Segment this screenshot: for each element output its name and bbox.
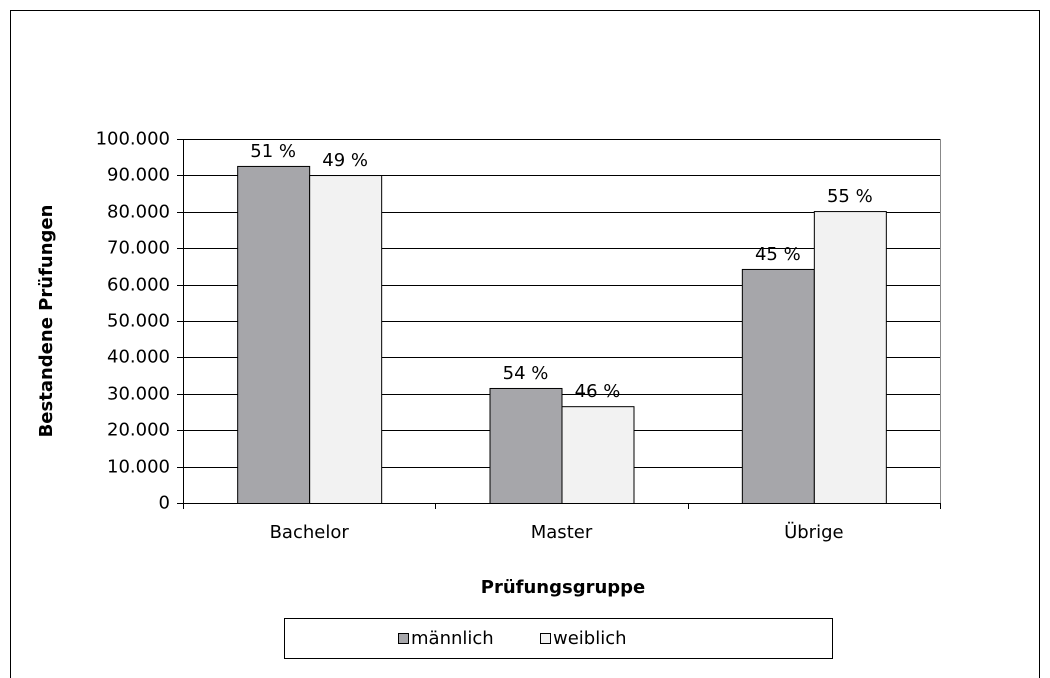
data-label: 51 % bbox=[250, 141, 296, 162]
y-tick-label: 60.000 bbox=[107, 275, 170, 296]
bar bbox=[813, 211, 887, 505]
data-label: 49 % bbox=[322, 150, 368, 171]
y-tick-label: 20.000 bbox=[107, 420, 170, 441]
x-tick-label: Übrige bbox=[784, 521, 844, 543]
data-label: 46 % bbox=[575, 381, 621, 402]
bar bbox=[309, 175, 383, 504]
legend-label: männlich bbox=[411, 628, 494, 649]
legend-box bbox=[284, 618, 833, 659]
y-tick-label: 40.000 bbox=[107, 347, 170, 368]
bar bbox=[561, 406, 635, 504]
legend-swatch bbox=[398, 633, 409, 644]
data-label: 54 % bbox=[503, 363, 549, 384]
x-tick-label: Bachelor bbox=[270, 522, 350, 543]
x-axis-title: Prüfungsgruppe bbox=[481, 577, 646, 598]
y-tick-label: 90.000 bbox=[107, 165, 170, 186]
x-tick-label: Master bbox=[531, 522, 593, 543]
y-tick-label: 100.000 bbox=[96, 129, 170, 150]
bar bbox=[741, 268, 815, 504]
y-tick-label: 80.000 bbox=[107, 202, 170, 223]
y-axis-title: Bestandene Prüfungen bbox=[36, 205, 57, 438]
y-tick-label: 10.000 bbox=[107, 457, 170, 478]
y-tick-label: 30.000 bbox=[107, 384, 170, 405]
legend-swatch bbox=[540, 633, 551, 644]
data-label: 55 % bbox=[827, 186, 873, 207]
data-label: 45 % bbox=[755, 244, 801, 265]
bar bbox=[237, 165, 311, 504]
y-tick-label: 0 bbox=[159, 493, 170, 514]
y-tick-label: 70.000 bbox=[107, 238, 170, 259]
bar bbox=[489, 387, 563, 505]
y-tick-label: 50.000 bbox=[107, 311, 170, 332]
chart-border bbox=[10, 10, 1040, 678]
legend-label: weiblich bbox=[553, 628, 627, 649]
